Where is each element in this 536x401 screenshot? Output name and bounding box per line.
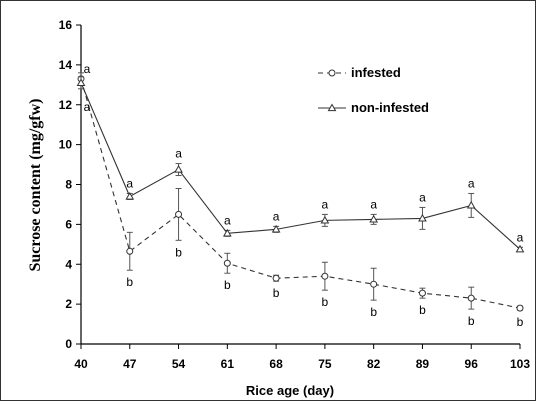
- x-tick-label: 96: [465, 357, 479, 371]
- infested-significance-label: b: [517, 315, 524, 329]
- non-infested-significance-label: a: [419, 190, 426, 204]
- non-infested-significance-label: a: [84, 100, 91, 114]
- x-tick-label: 40: [74, 357, 88, 371]
- infested-point: [321, 272, 329, 280]
- x-axis-title: Rice age (day): [246, 383, 334, 398]
- x-tick-label: 89: [416, 357, 430, 371]
- non-infested-significance-label: a: [468, 176, 475, 190]
- x-tick-label: 75: [318, 357, 332, 371]
- non-infested-significance-label: a: [322, 197, 329, 211]
- non-infested-point: [271, 224, 281, 233]
- non-infested-series-line: [80, 82, 521, 250]
- x-tick-label: 54: [172, 357, 186, 371]
- infested-point: [370, 280, 378, 288]
- infested-point: [418, 289, 426, 297]
- legend-infested-marker: [328, 69, 336, 77]
- non-infested-point: [369, 214, 379, 223]
- non-infested-significance-label: a: [517, 230, 524, 244]
- non-infested-point: [76, 78, 86, 86]
- infested-point: [467, 294, 475, 302]
- x-tick-label: 103: [510, 357, 530, 371]
- infested-significance-label: b: [419, 303, 426, 317]
- non-infested-point: [222, 228, 232, 237]
- infested-significance-label: b: [126, 275, 133, 289]
- x-tick-label: 68: [269, 357, 283, 371]
- y-tick-label: 8: [65, 178, 72, 192]
- y-tick-label: 14: [59, 58, 73, 72]
- legend-infested-label: infested: [351, 65, 401, 80]
- infested-point: [126, 247, 134, 255]
- legend-non-infested-marker: [327, 103, 337, 112]
- legend: infested non-infested: [318, 65, 429, 115]
- y-tick-label: 2: [65, 297, 72, 311]
- non-infested-significance-label: a: [126, 176, 133, 190]
- x-tick-label: 61: [221, 357, 235, 371]
- infested-significance-label: b: [175, 245, 182, 259]
- non-infested-point: [418, 213, 427, 222]
- y-tick-label: 16: [59, 18, 73, 32]
- infested-significance-label: b: [273, 286, 280, 300]
- infested-point: [175, 210, 183, 218]
- non-infested-point: [125, 191, 135, 200]
- infested-point: [223, 259, 231, 267]
- non-infested-point: [515, 244, 525, 253]
- non-infested-point: [320, 215, 330, 224]
- y-tick-label: 0: [65, 337, 72, 351]
- y-tick-label: 6: [65, 217, 72, 231]
- y-tick-label: 12: [59, 98, 73, 112]
- infested-significance-label: b: [468, 314, 475, 328]
- legend-non-infested-label: non-infested: [351, 100, 429, 115]
- infested-significance-label: a: [84, 62, 91, 76]
- non-infested-significance-label: a: [175, 147, 182, 161]
- infested-series-line: [80, 78, 521, 309]
- non-infested-significance-label: a: [370, 197, 377, 211]
- non-infested-point: [174, 165, 183, 173]
- infested-significance-label: b: [370, 305, 377, 319]
- infested-significance-label: b: [224, 278, 231, 292]
- x-tick-label: 82: [367, 357, 381, 371]
- y-axis-title: Sucrose content (mg/gfw): [27, 98, 44, 271]
- infested-point: [272, 274, 280, 282]
- x-tick-label: 47: [123, 357, 137, 371]
- non-infested-significance-label: a: [273, 209, 280, 223]
- y-tick-label: 10: [59, 138, 73, 152]
- y-tick-label: 4: [65, 257, 72, 271]
- non-infested-point: [466, 200, 476, 209]
- infested-significance-label: b: [322, 295, 329, 309]
- non-infested-significance-label: a: [224, 213, 231, 227]
- infested-point: [516, 304, 524, 312]
